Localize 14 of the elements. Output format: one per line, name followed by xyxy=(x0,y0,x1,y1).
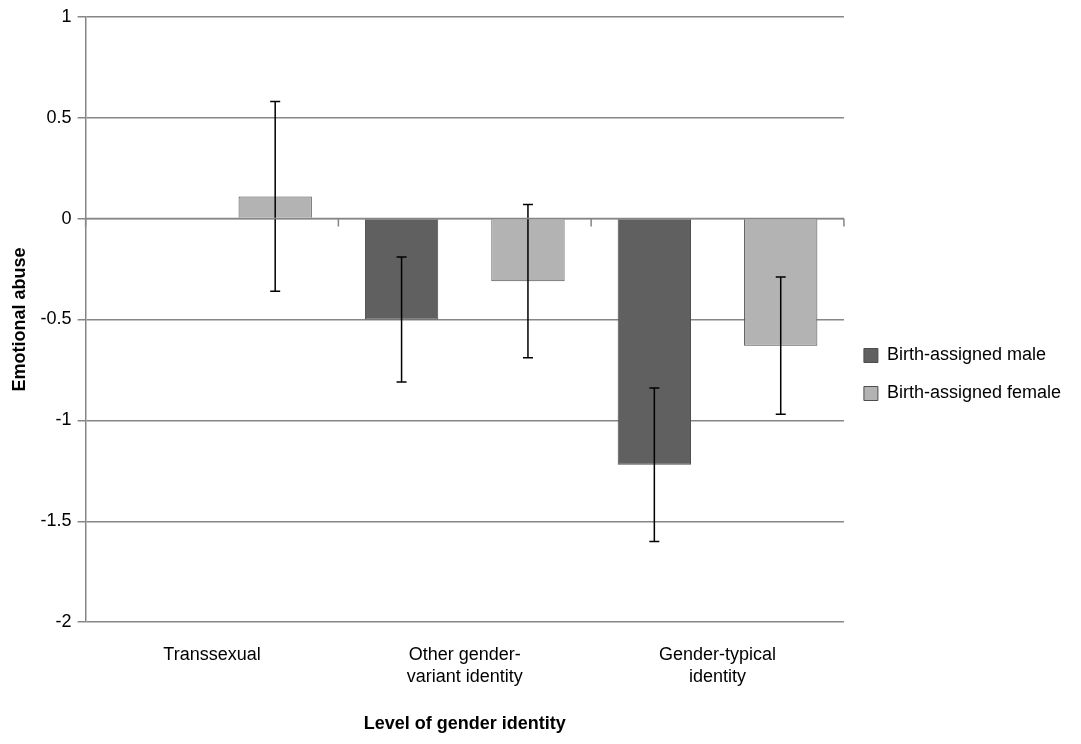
y-tick-label: -0.5 xyxy=(40,308,72,329)
y-tick-label: -1 xyxy=(55,409,72,430)
x-tick-label: Other gender-variant identity xyxy=(406,643,523,686)
y-axis-title: Emotional abuse xyxy=(8,247,29,392)
x-tick-label: Gender-typical identity xyxy=(659,643,777,686)
legend-label: Birth-assigned female xyxy=(886,382,1062,403)
y-tick-label: -1.5 xyxy=(40,510,72,531)
y-tick-label: 0.5 xyxy=(46,106,72,127)
x-axis-title: Level of gender identity xyxy=(363,713,566,734)
y-tick-label: 1 xyxy=(61,5,72,26)
legend-label: Birth-assigned male xyxy=(886,344,1046,365)
x-tick-label: Transsexual xyxy=(163,643,261,664)
y-tick-label: 0 xyxy=(61,207,72,228)
y-tick-label: -2 xyxy=(55,611,72,632)
